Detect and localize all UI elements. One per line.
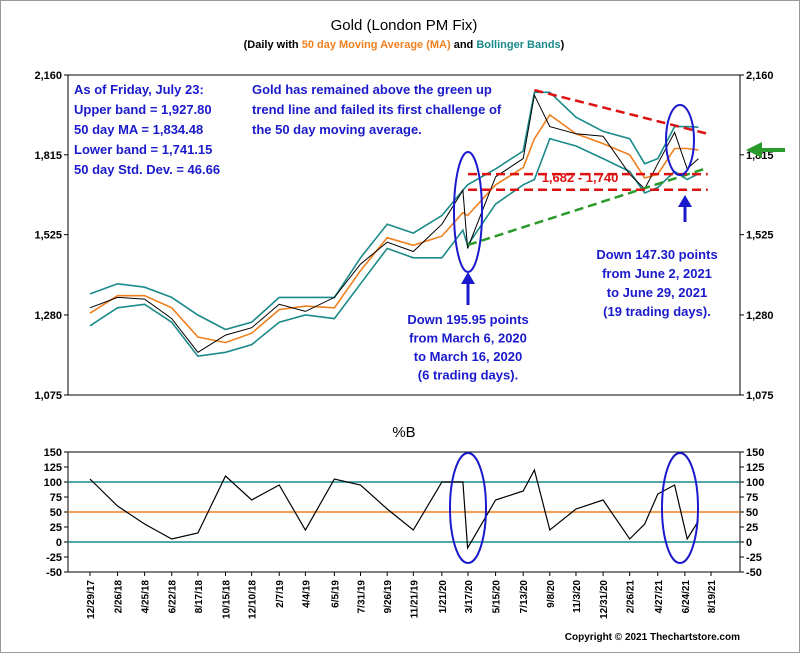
plot-area — [67, 74, 741, 396]
y-tick-label: 25 — [746, 522, 758, 534]
y-tick-label: 75 — [50, 492, 62, 504]
annotation: from June 2, 2021 — [602, 266, 712, 281]
annotation: (19 trading days). — [603, 304, 711, 319]
x-tick-label: 2/26/18 — [114, 580, 125, 614]
y-tick-label: 1,280 — [746, 310, 774, 322]
x-tick-label: 1/21/20 — [438, 580, 449, 614]
annotation: (6 trading days). — [418, 368, 518, 383]
y-tick-label: 50 — [50, 507, 62, 519]
x-tick-label: 11/21/19 — [409, 580, 420, 619]
y-tick-label: 1,525 — [34, 230, 62, 242]
annotation: 50 day MA = 1,834.48 — [74, 122, 203, 137]
y-tick-label: 150 — [44, 447, 62, 459]
chart-title: Gold (London PM Fix) — [331, 17, 478, 34]
x-tick-label: 7/31/19 — [357, 580, 368, 614]
x-tick-label: 3/17/20 — [464, 580, 475, 614]
subtitle: (Daily with 50 day Moving Average (MA) a… — [244, 39, 565, 51]
series-line — [89, 93, 699, 353]
subtitle-part: ) — [561, 39, 565, 51]
series-line — [89, 113, 699, 344]
annotation: As of Friday, July 23: — [74, 82, 204, 97]
x-tick-label: 2/7/19 — [275, 580, 286, 608]
y-tick-label: 50 — [746, 507, 758, 519]
y-tick-label: -25 — [746, 552, 762, 564]
x-tick-label: 7/13/20 — [519, 580, 530, 614]
annotation: the 50 day moving average. — [252, 122, 422, 137]
x-tick-label: 9/8/20 — [546, 580, 557, 608]
ellipse — [665, 104, 695, 176]
y-tick-label: 125 — [746, 462, 764, 474]
annotation: Down 195.95 points — [407, 312, 528, 327]
x-tick-label: 4/4/19 — [301, 580, 312, 608]
y-tick-label: 100 — [746, 477, 764, 489]
arrow-head — [746, 142, 762, 158]
plots: 1,0751,0751,2801,2801,5251,5251,8151,815… — [34, 70, 773, 619]
x-tick-label: 9/26/19 — [383, 580, 394, 614]
y-tick-label: 1,075 — [34, 390, 62, 402]
x-tick-label: 12/29/17 — [86, 580, 97, 619]
highlights — [449, 104, 699, 564]
y-tick-label: 1,815 — [34, 150, 62, 162]
subtitle-part: (Daily with — [244, 39, 302, 51]
x-tick-label: 8/19/21 — [707, 580, 718, 614]
annotation: from March 6, 2020 — [409, 331, 527, 346]
y-tick-label: -50 — [46, 567, 62, 579]
arrow-head — [678, 195, 692, 207]
chart-title: %B — [392, 424, 415, 441]
annotation: Lower band = 1,741.15 — [74, 142, 212, 157]
y-tick-label: 125 — [44, 462, 62, 474]
x-tick-label: 6/22/18 — [168, 580, 179, 614]
series-line — [89, 91, 699, 331]
x-tick-label: 4/25/18 — [141, 580, 152, 614]
copyright: Copyright © 2021 Thechartstore.com — [565, 632, 740, 643]
annotation: trend line and failed its first challeng… — [252, 102, 502, 117]
legend-ma: 50 day Moving Average (MA) — [302, 39, 451, 51]
subtitle-part: and — [451, 39, 477, 51]
y-tick-label: 25 — [50, 522, 62, 534]
x-tick-label: 11/3/20 — [572, 580, 583, 613]
trend-line — [534, 88, 709, 136]
x-tick-label: 12/10/18 — [248, 580, 259, 619]
y-tick-label: 0 — [56, 537, 62, 549]
range-label: 1,682 - 1,740 — [542, 170, 619, 185]
y-tick-label: 100 — [44, 477, 62, 489]
x-tick-label: 10/15/18 — [221, 580, 232, 619]
y-tick-label: 1,525 — [746, 230, 774, 242]
x-tick-label: 6/24/21 — [681, 580, 692, 614]
x-tick-label: 4/27/21 — [654, 580, 665, 614]
y-tick-label: 1,075 — [746, 390, 774, 402]
x-tick-label: 2/26/21 — [626, 580, 637, 614]
y-tick-label: -50 — [746, 567, 762, 579]
arrow-head — [461, 272, 475, 284]
x-tick-label: 8/17/18 — [194, 580, 205, 614]
y-tick-label: 1,280 — [34, 310, 62, 322]
x-tick-label: 5/15/20 — [492, 580, 503, 614]
annotation: to March 16, 2020 — [414, 349, 522, 364]
x-tick-label: 12/31/20 — [599, 580, 610, 619]
x-tick-label: 6/5/19 — [330, 580, 341, 608]
annotation: Gold has remained above the green up — [252, 82, 492, 97]
legend-bands: Bollinger Bands — [476, 39, 560, 51]
y-tick-label: 75 — [746, 492, 758, 504]
y-tick-label: 2,160 — [746, 70, 774, 82]
ellipse — [449, 452, 487, 564]
y-tick-label: 0 — [746, 537, 752, 549]
ellipse — [661, 452, 699, 564]
y-tick-label: -25 — [46, 552, 62, 564]
annotation: to June 29, 2021 — [607, 285, 707, 300]
y-tick-label: 2,160 — [34, 70, 62, 82]
annotation: 50 day Std. Dev. = 46.66 — [74, 162, 220, 177]
y-tick-label: 150 — [746, 447, 764, 459]
annotation: Down 147.30 points — [596, 247, 717, 262]
annotation: Upper band = 1,927.80 — [74, 102, 212, 117]
